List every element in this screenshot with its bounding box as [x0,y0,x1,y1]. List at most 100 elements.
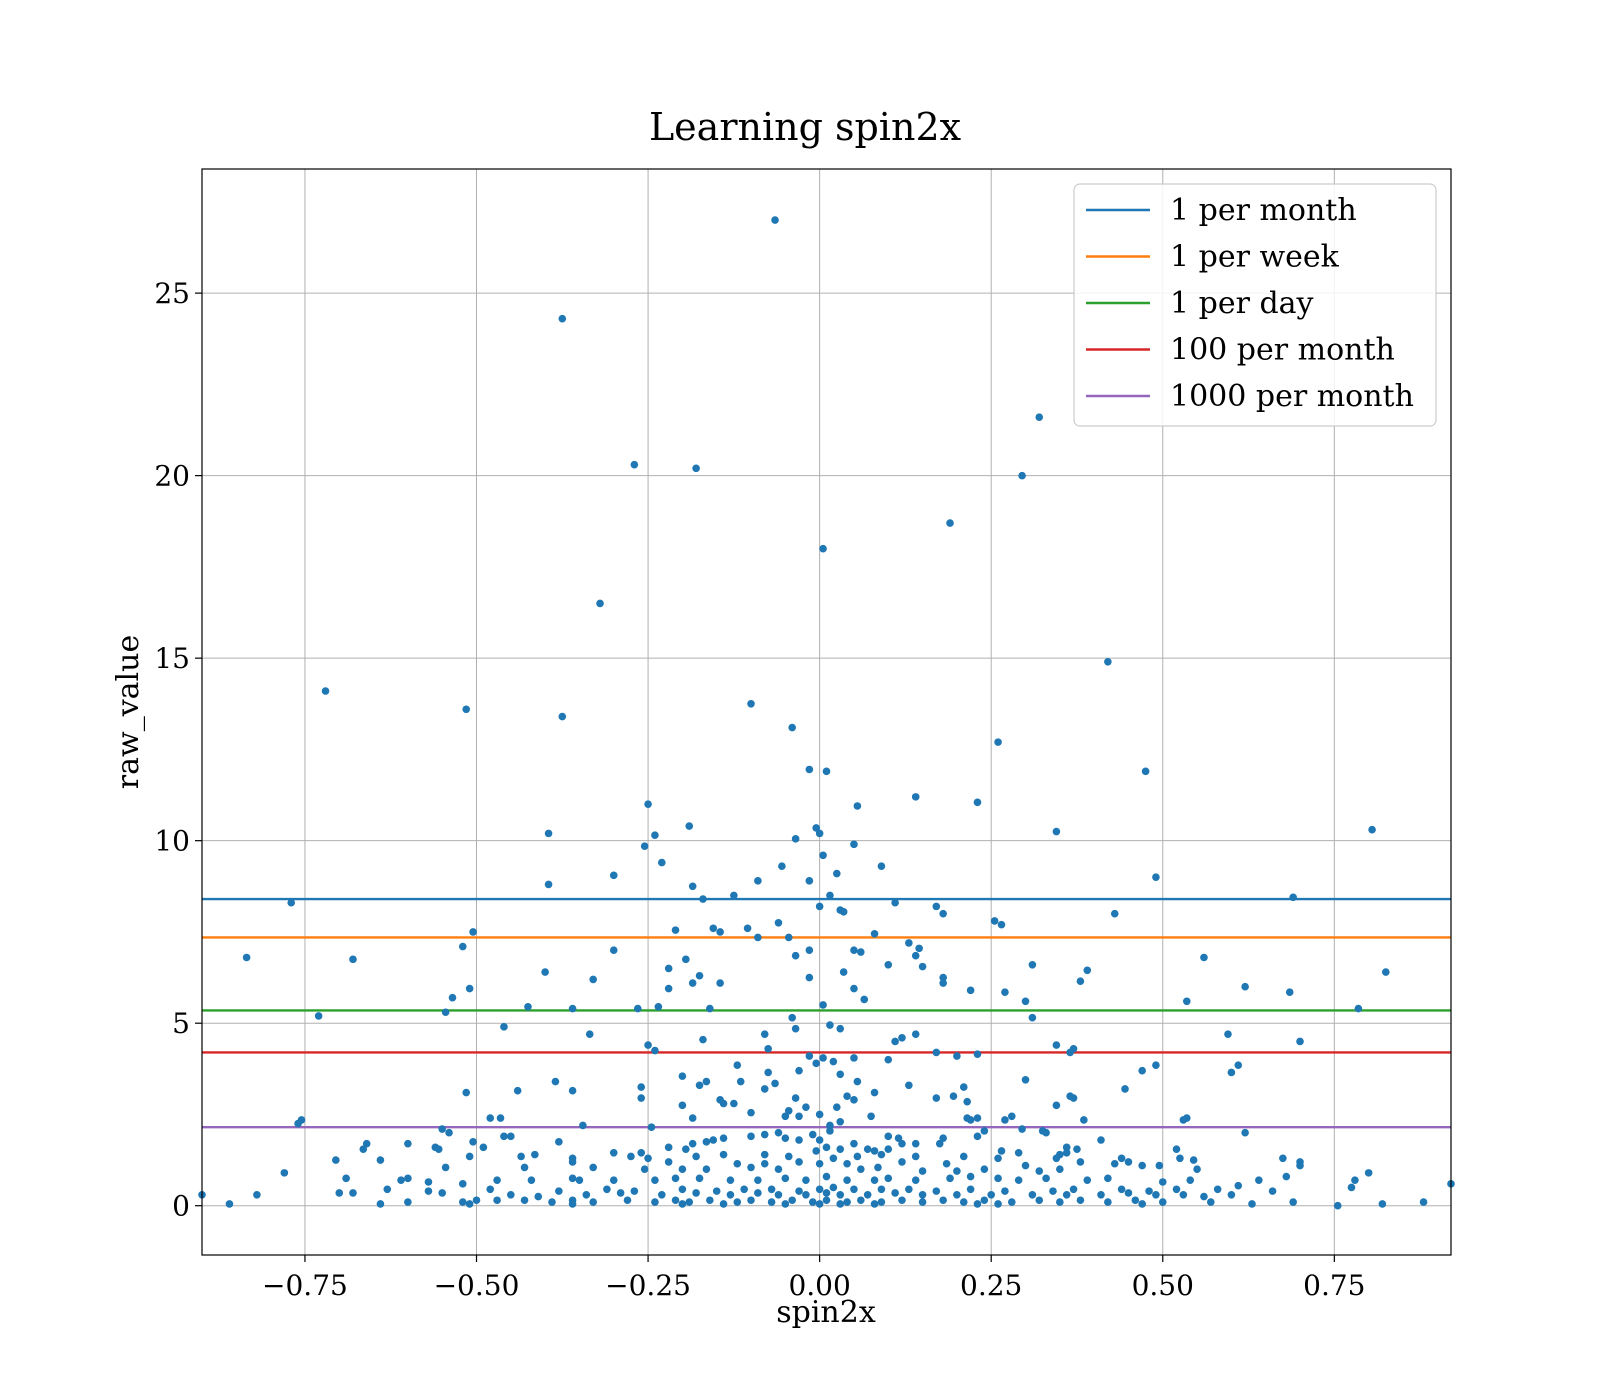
data-point [1001,1116,1009,1124]
data-point [438,1189,446,1197]
legend: 1 per month 1 per week 1 per day 100 per mo… [1073,183,1437,427]
data-point [1282,1172,1291,1181]
data-point [575,1176,584,1184]
data-point [678,1101,687,1110]
data-point [826,1127,834,1135]
data-point [822,767,831,776]
data-point [1279,1154,1287,1163]
data-point [1364,1169,1373,1177]
data-point [726,1176,735,1184]
data-point [1018,471,1026,480]
data-point [712,1187,721,1195]
data-point [1076,977,1085,986]
data-point [973,1132,982,1141]
data-point [935,1139,944,1148]
data-point [939,979,947,987]
data-point [500,1132,508,1141]
data-point [815,1185,824,1194]
data-point [568,1158,577,1166]
data-point [496,1114,505,1122]
data-point [1069,1094,1078,1102]
data-point [630,460,639,469]
x-tick-label: 0.50 [1132,1269,1194,1302]
data-point [1007,1112,1016,1121]
data-point [733,1198,742,1206]
data-point [242,953,251,962]
data-point [802,1176,810,1184]
data-point [332,1156,340,1164]
data-point [980,1165,989,1174]
data-point [376,1200,385,1208]
data-point [932,1048,941,1057]
data-point [966,986,975,995]
data-point [1419,1198,1428,1206]
data-point [692,1189,700,1197]
x-tick-label: 0.75 [1303,1269,1365,1302]
data-point [736,1077,745,1086]
data-point [688,882,697,891]
data-point [795,1136,803,1144]
x-tick-label: −0.75 [262,1269,348,1302]
data-point [836,1200,845,1208]
data-point [1117,1185,1126,1194]
data-point [850,946,858,954]
data-point [548,1198,556,1206]
data-point [870,1147,879,1155]
data-point [767,1198,776,1206]
data-point [959,1083,968,1091]
data-point [664,1143,673,1152]
data-point [458,1198,467,1206]
data-point [791,835,800,843]
data-point [1056,1198,1064,1206]
data-point [973,1114,982,1122]
data-point [918,962,927,971]
data-point [812,1147,821,1155]
data-point [1234,1181,1243,1190]
data-point [1124,1189,1133,1197]
data-point [802,1103,810,1111]
data-point [815,1110,824,1119]
data-point [939,973,947,982]
data-point [850,1054,858,1062]
data-point [747,1132,755,1141]
data-point [609,1148,618,1157]
data-point [424,1187,433,1195]
data-point [973,798,982,807]
data-point [867,1112,875,1121]
data-point [1035,1167,1044,1175]
data-point [383,1185,392,1194]
data-point [853,1077,862,1086]
legend-entry: 1 per month [1170,193,1357,228]
data-point [651,1046,659,1055]
data-point [682,955,690,964]
data-point [767,1185,776,1194]
data-point [637,1148,646,1157]
data-point [404,1174,412,1183]
data-point [987,1190,996,1199]
data-point [1001,988,1009,996]
data-point [1141,767,1150,776]
data-point [438,1125,446,1133]
data-point [870,1176,879,1184]
data-point [781,1200,790,1208]
data-point [791,1024,800,1033]
data-point [640,1165,649,1174]
data-point [980,1127,989,1135]
data-point [795,1112,803,1121]
data-point [918,1190,927,1199]
data-point [335,1189,344,1197]
data-point [321,687,330,695]
data-point [1158,1198,1167,1206]
data-point [1285,988,1294,996]
data-point [754,1189,762,1197]
data-point [894,1134,903,1142]
data-point [819,1054,827,1062]
data-point [404,1198,412,1206]
data-point [822,1189,831,1197]
data-point [953,1190,961,1199]
data-point [898,1139,906,1148]
data-point [568,1200,577,1208]
data-point [640,842,649,850]
data-point [994,1154,1002,1163]
